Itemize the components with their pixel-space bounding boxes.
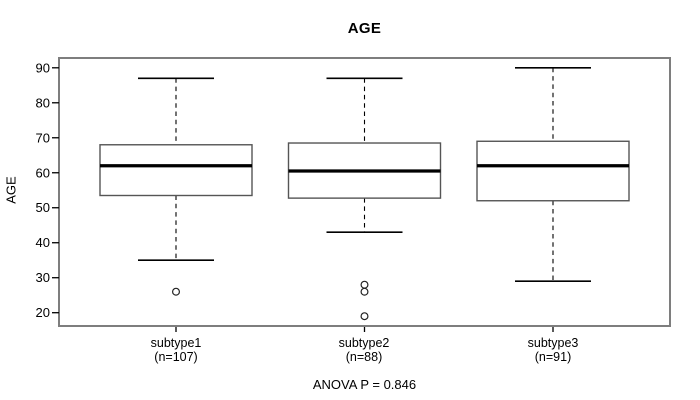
plot-frame [58, 57, 671, 327]
group-name: subtype3 [527, 336, 579, 350]
y-tick-label: 20 [36, 305, 50, 320]
y-tick-label: 50 [36, 200, 50, 215]
iqr-box-subtype1 [99, 144, 253, 197]
group-n: (n=88) [345, 349, 383, 364]
chart-title: AGE [347, 20, 382, 37]
x-axis-group-label-subtype2: subtype2 (n=88) [284, 336, 444, 364]
outlier-point [360, 287, 369, 296]
y-tick-label: 60 [36, 165, 50, 180]
y-tick-label: 80 [36, 95, 50, 110]
group-n: (n=107) [154, 349, 198, 364]
y-axis-title: AGE [3, 176, 19, 204]
y-tick-label: 90 [36, 60, 50, 75]
outlier-point [172, 287, 181, 296]
group-n: (n=91) [534, 349, 572, 364]
x-axis-group-label-subtype1: subtype1 (n=107) [96, 336, 256, 364]
y-tick-label: 30 [36, 270, 50, 285]
x-axis-group-label-subtype3: subtype3 (n=91) [473, 336, 633, 364]
group-name: subtype2 [338, 336, 390, 350]
outlier-point [360, 312, 369, 321]
outlier-point [360, 280, 369, 289]
group-name: subtype1 [150, 336, 202, 350]
y-tick-label: 40 [36, 235, 50, 250]
iqr-box-subtype3 [476, 140, 630, 202]
anova-annotation: ANOVA P = 0.846 [312, 377, 417, 392]
y-tick-label: 70 [36, 130, 50, 145]
